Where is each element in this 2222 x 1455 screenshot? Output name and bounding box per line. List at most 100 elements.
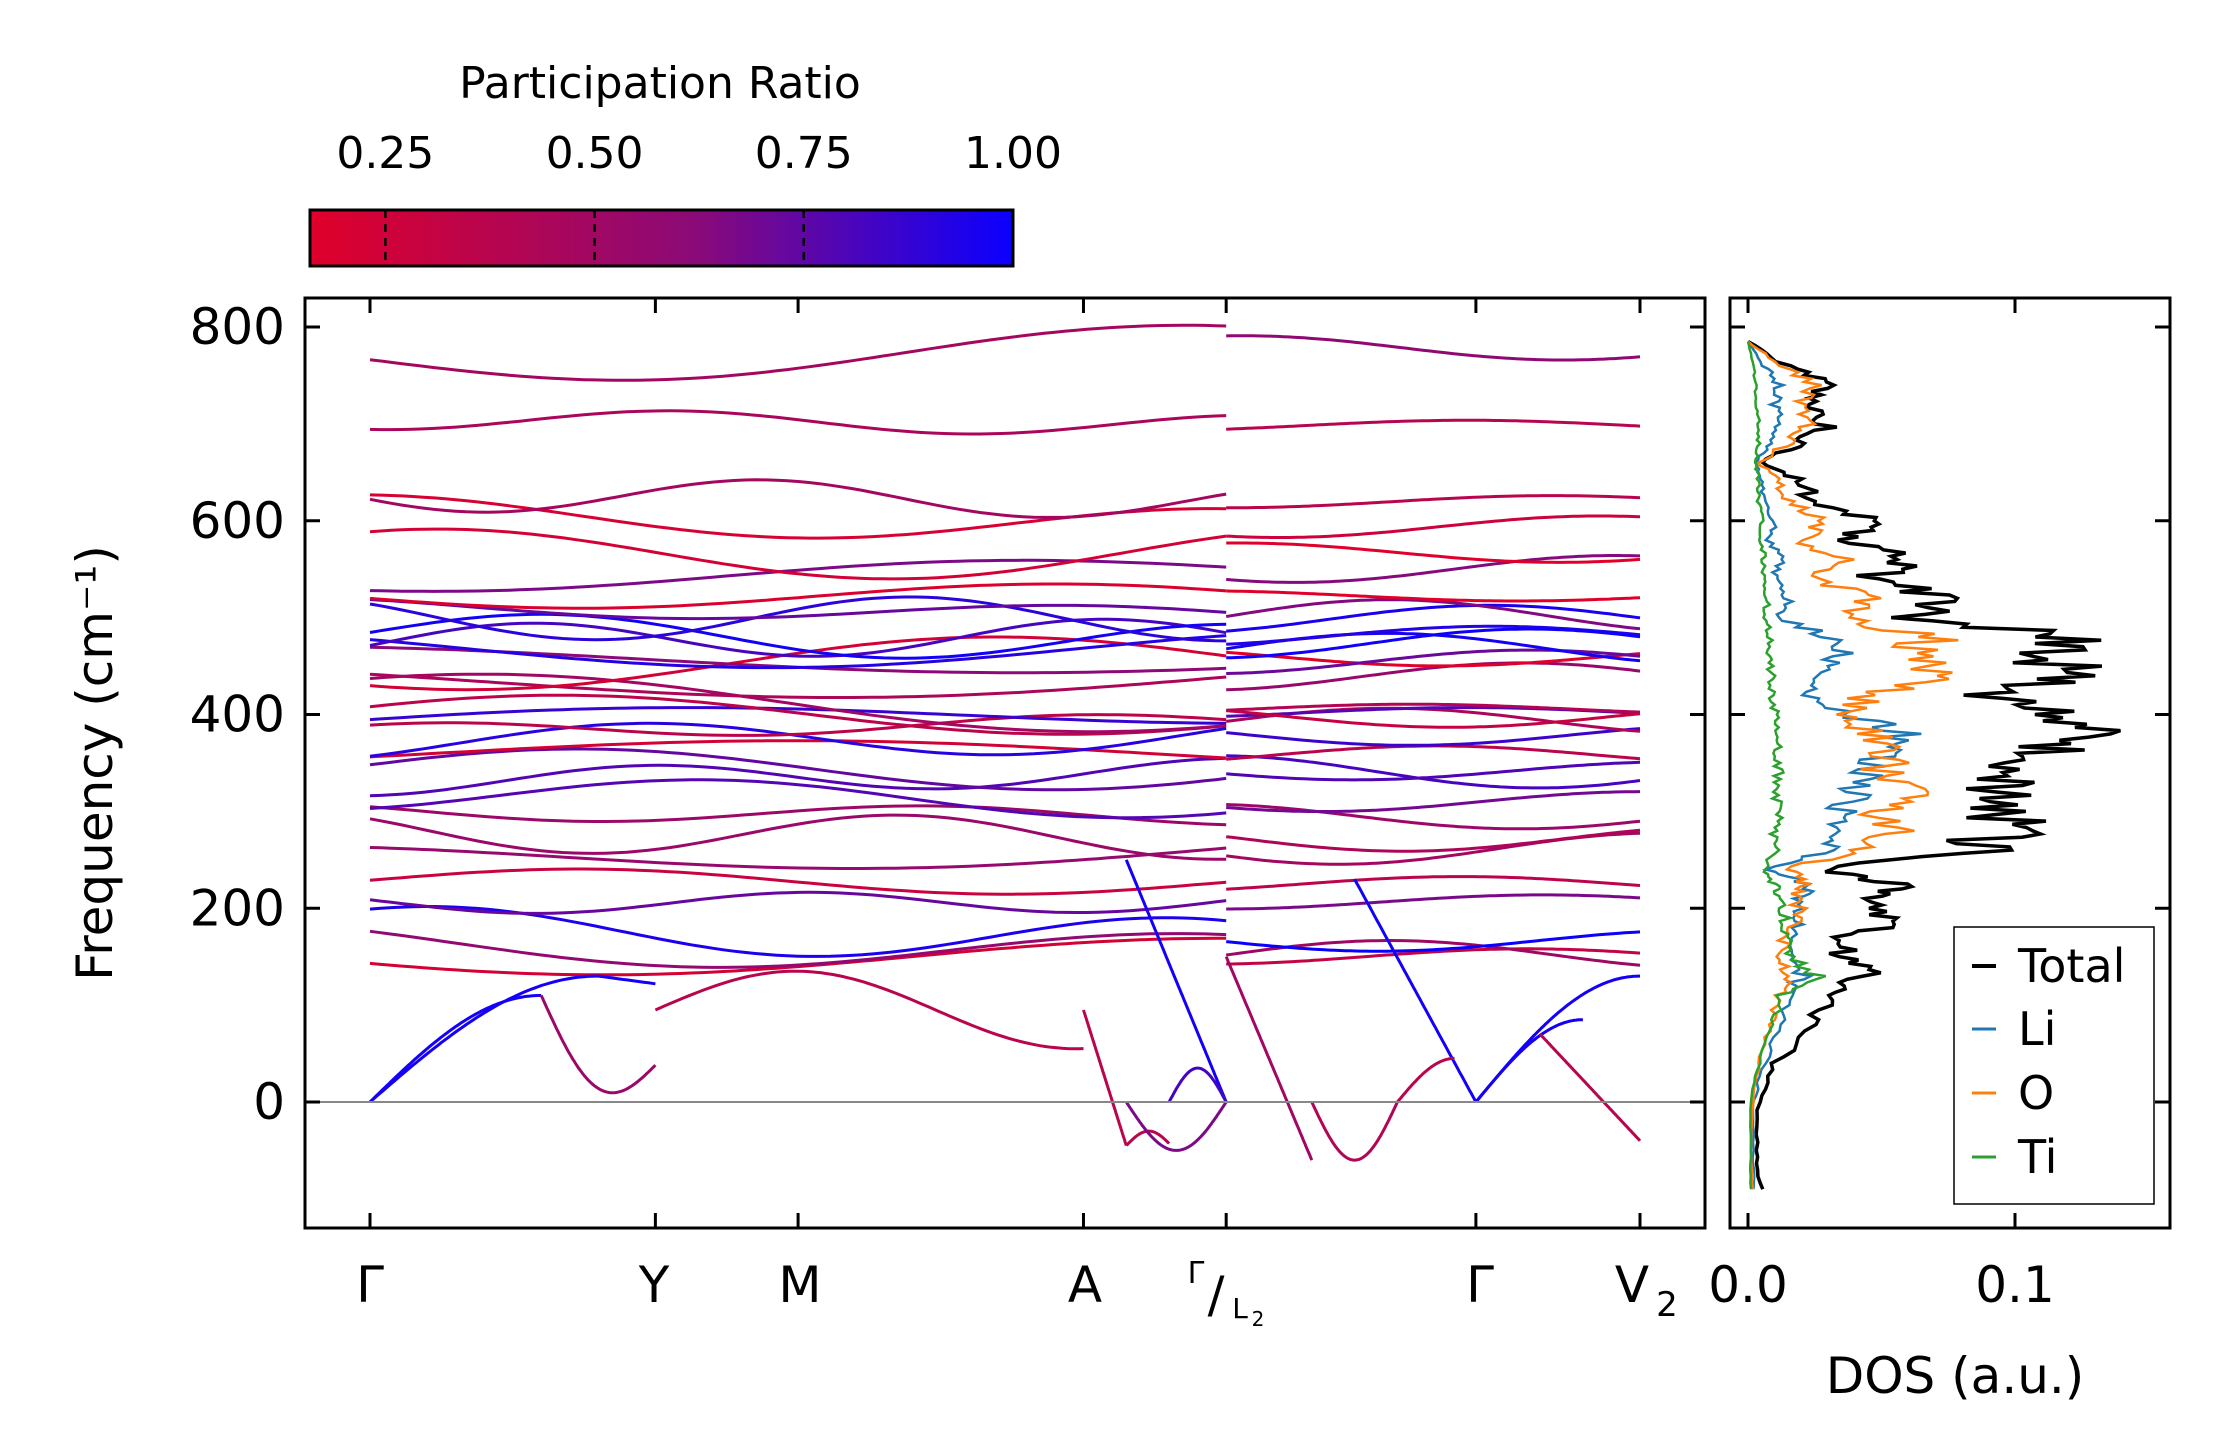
band-line (369, 595, 1227, 643)
band-line (1226, 930, 1641, 953)
band-line (369, 672, 1227, 734)
band-line (369, 634, 1227, 670)
y-tick-label: 200 (190, 879, 285, 937)
dos-axes-frame (1728, 296, 2172, 1230)
kpoint-label-m: M (778, 1256, 821, 1314)
legend-label-o: O (2018, 1066, 2054, 1120)
band-line (369, 527, 1227, 581)
band-line (369, 867, 1227, 896)
band-line (369, 635, 1227, 692)
band-line (1226, 727, 1641, 747)
band-lines (368, 323, 1642, 1162)
band-line (369, 582, 1227, 610)
soft-mode-band (1082, 1009, 1128, 1147)
band-line (1226, 754, 1641, 790)
band-line (369, 558, 1227, 593)
band-line (1226, 589, 1641, 603)
kpoint-label-gamma-break: Γ (1188, 1256, 1205, 1291)
colorbar-tick-label: 0.75 (755, 128, 853, 179)
acoustic-band (369, 974, 656, 1104)
band-line (1226, 702, 1641, 714)
band-line (1226, 709, 1641, 729)
kpoint-label-v: V (1615, 1256, 1649, 1314)
y-tick-label: 600 (190, 492, 285, 550)
band-structure-panel: 0 200 400 600 800 Frequency (cm⁻¹) Γ Y M A Γ… (66, 296, 1707, 1331)
dos-panel: 0.0 0.1 DOS (a.u.) Total Li O Ti (1708, 296, 2172, 1405)
band-line (1226, 494, 1641, 510)
band-line (369, 323, 1227, 382)
soft-mode-band (1167, 1066, 1228, 1103)
band-line (369, 890, 1227, 915)
kpoint-label-a: A (1068, 1256, 1102, 1314)
band-line (1226, 418, 1641, 431)
band-line (1226, 334, 1641, 362)
band-line (1226, 627, 1641, 660)
band-line (369, 598, 1227, 621)
band-line (369, 478, 1227, 519)
band-line (369, 612, 1227, 660)
band-line (369, 929, 1227, 969)
legend-label-ti: Ti (2017, 1130, 2057, 1184)
band-line (369, 747, 1227, 792)
band-line (369, 409, 1227, 436)
band-line (369, 706, 1227, 725)
kpoint-label-l-subscript: 2 (1252, 1307, 1265, 1331)
dos-series-o (1747, 340, 1959, 1190)
kpath-labels: Γ Y M A Γ / L 2 Γ V 2 (356, 1256, 1678, 1331)
dos-legend: Total Li O Ti (1953, 926, 2155, 1205)
band-line (369, 693, 1227, 736)
acoustic-band (1124, 859, 1228, 1103)
kpoint-label-gamma-2: Γ (1466, 1256, 1494, 1314)
band-line (1226, 744, 1641, 761)
band-line (369, 617, 1227, 658)
colorbar-tick-label: 0.25 (336, 128, 434, 179)
band-line (1226, 541, 1641, 564)
legend-label-li: Li (2018, 1002, 2056, 1056)
colorbar-tick-label: 0.50 (546, 128, 644, 179)
acoustic-band (1474, 1018, 1583, 1103)
x-axis-label-dos: DOS (a.u.) (1826, 1347, 2085, 1405)
colorbar-tick-label: 1.00 (964, 128, 1062, 179)
legend-label-total: Total (2017, 939, 2125, 993)
dos-x-tick-label: 0.1 (1975, 1256, 2055, 1314)
acoustic-band (1353, 878, 1478, 1103)
band-line (369, 813, 1227, 861)
soft-mode-band (1224, 956, 1314, 1161)
band-line (369, 846, 1227, 870)
band-line (1226, 760, 1641, 782)
band-line (1226, 828, 1641, 853)
band-line (369, 756, 1227, 798)
acoustic-band (1474, 974, 1640, 1103)
dos-series-ti (1746, 341, 1827, 1190)
band-line (1226, 514, 1641, 539)
y-axis-label: Frequency (cm⁻¹) (66, 545, 124, 981)
band-line (1226, 875, 1641, 891)
band-line (1226, 947, 1641, 966)
kpoint-label-v-subscript: 2 (1656, 1285, 1678, 1325)
dos-series-total (1747, 339, 2121, 1190)
band-line (1226, 554, 1641, 584)
y-tick-label: 0 (253, 1073, 285, 1131)
soft-mode-band (1310, 1101, 1399, 1162)
band-axes-frame (303, 296, 1707, 1230)
colorbar: Participation Ratio 0.25 0.50 0.75 1.00 (308, 58, 1062, 268)
band-line (1226, 893, 1641, 911)
acoustic-band (539, 994, 657, 1095)
band-line (1226, 603, 1641, 633)
band-line (1226, 661, 1641, 692)
band-line (1226, 803, 1641, 831)
dos-lines (1746, 339, 2121, 1190)
band-line (369, 936, 1227, 977)
colorbar-title: Participation Ratio (459, 58, 861, 109)
band-line (369, 672, 1227, 699)
kpoint-separator: / (1208, 1266, 1225, 1324)
band-line (369, 804, 1227, 827)
kpoint-label-y: Y (638, 1256, 670, 1314)
band-line (1226, 650, 1641, 668)
y-tick-label: 400 (190, 686, 285, 744)
soft-mode-band (1396, 1056, 1455, 1103)
band-line (1226, 790, 1641, 813)
band-line (369, 713, 1227, 737)
band-line (1225, 939, 1641, 967)
band-line (1225, 598, 1641, 631)
